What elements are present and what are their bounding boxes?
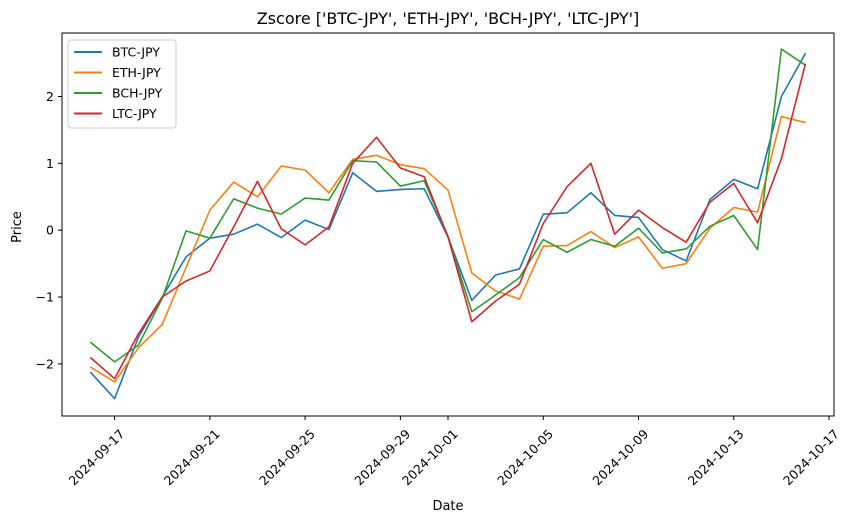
- x-axis: 2024-09-17 2024-09-21 2024-09-25 2024-09-29…: [66, 416, 842, 488]
- x-tick-label: 2024-10-13: [685, 426, 747, 488]
- y-axis-label: Price: [10, 211, 25, 243]
- y-tick-label: 1: [46, 156, 54, 171]
- y-tick-label: 0: [46, 223, 54, 238]
- legend-label: BCH-JPY: [112, 86, 163, 101]
- plot-area: [61, 32, 835, 417]
- series-line-bch-jpy: [89, 48, 807, 363]
- x-tick-label: 2024-09-17: [66, 426, 128, 488]
- chart-title: Zscore ['BTC-JPY', 'ETH-JPY', 'BCH-JPY',…: [257, 9, 640, 28]
- y-tick-label: 2: [46, 89, 54, 104]
- series-line-ltc-jpy: [89, 63, 807, 380]
- legend-label: BTC-JPY: [112, 45, 160, 60]
- y-axis: −2 −1 0 1 2: [36, 89, 62, 371]
- y-tick-label: −1: [36, 290, 54, 305]
- y-tick-label: −2: [36, 356, 54, 371]
- legend-label: LTC-JPY: [112, 106, 157, 121]
- x-tick-label: 2024-10-09: [589, 426, 651, 488]
- series-line-btc-jpy: [89, 52, 807, 400]
- legend-box: [67, 39, 177, 129]
- legend: BTC-JPY ETH-JPY BCH-JPY LTC-JPY: [67, 39, 177, 129]
- series-layer: [89, 48, 807, 400]
- x-tick-label: 2024-10-05: [494, 426, 556, 488]
- x-tick-label: 2024-09-21: [161, 426, 223, 488]
- series-line-eth-jpy: [89, 115, 807, 383]
- x-tick-label: 2024-09-25: [256, 426, 318, 488]
- x-axis-label: Date: [432, 499, 463, 514]
- legend-label: ETH-JPY: [112, 65, 161, 80]
- x-tick-label: 2024-10-17: [780, 426, 842, 488]
